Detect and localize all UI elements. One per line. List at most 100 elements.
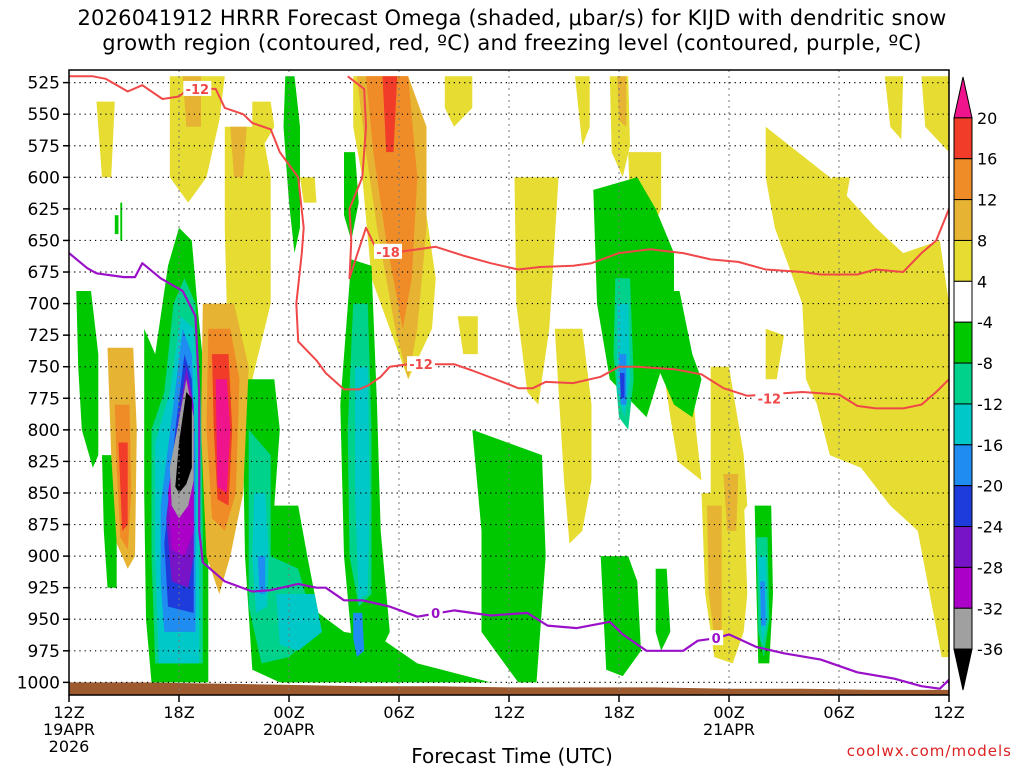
y-tick-label: 900	[28, 547, 60, 567]
y-tick-label: 700	[28, 295, 60, 315]
y-tick-label: 525	[28, 74, 60, 94]
y-tick-label: 825	[28, 452, 60, 472]
y-tick-label: 550	[28, 105, 60, 125]
omega-region-m16	[353, 612, 365, 658]
freezing-level-label: 0	[712, 632, 721, 647]
omega-region-m4	[344, 152, 359, 241]
omega-region-p4	[300, 177, 317, 203]
omega-region-p16	[118, 442, 128, 531]
omega-region-m4	[283, 76, 300, 254]
omega-region-m4	[600, 556, 641, 677]
x-tick-label: 18Z	[163, 703, 194, 722]
colorbar-bin	[953, 648, 973, 691]
colorbar-bin	[953, 485, 973, 528]
x-tick-date-label: 19APR	[43, 720, 95, 739]
colorbar-tick-label: -24	[977, 518, 1003, 537]
y-tick-label: 975	[28, 642, 60, 662]
colorbar-tick-label: 20	[977, 109, 997, 128]
omega-region-m20	[619, 373, 625, 399]
omega-region-m16	[257, 556, 266, 594]
colorbar-bin	[953, 158, 973, 201]
omega-region-p4	[444, 76, 473, 127]
omega-region-m4	[646, 291, 702, 418]
colorbar-tick-label: 4	[977, 272, 987, 291]
omega-region-m12	[355, 366, 370, 601]
colorbar-bin	[953, 280, 973, 323]
freezing-level-label-bg	[709, 630, 724, 646]
x-tick-label: 06Z	[823, 703, 854, 722]
source-credit[interactable]: coolwx.com/models	[846, 742, 1012, 760]
colorbar-tick-label: -36	[977, 640, 1003, 659]
freezing-level-line	[69, 252, 949, 690]
omega-region-m4	[76, 291, 99, 468]
y-tick-label: 775	[28, 389, 60, 409]
colorbar-tick-label: -16	[977, 436, 1003, 455]
omega-region-p8	[230, 126, 247, 178]
omega-region-p4	[252, 101, 275, 146]
y-tick-label: 600	[28, 168, 60, 188]
colorbar-bin	[953, 76, 973, 119]
freezing-level-label-bg	[428, 604, 443, 620]
colorbar-tick-label: -4	[977, 313, 993, 332]
x-tick-label: 12Z	[933, 703, 964, 722]
omega-region-p4	[921, 76, 949, 153]
colorbar-bin	[953, 566, 973, 609]
y-tick-label: 650	[28, 231, 60, 251]
dgz-contour-line	[347, 75, 949, 280]
omega-region-p8	[723, 474, 739, 531]
y-tick-label: 675	[28, 263, 60, 283]
y-tick-label: 750	[28, 358, 60, 378]
dgz-contour-label: -12	[186, 83, 210, 98]
x-axis-title: Forecast Time (UTC)	[411, 744, 613, 768]
x-tick-label: 06Z	[383, 703, 414, 722]
dgz-contour-label-bg	[183, 80, 212, 96]
chart-title: 2026041912 HRRR Forecast Omega (shaded, …	[77, 6, 947, 55]
omega-region-p4	[831, 177, 850, 209]
x-tick-label: 00Z	[273, 703, 304, 722]
freezing-level-label: 0	[431, 607, 440, 622]
x-tick-label: 12Z	[53, 703, 84, 722]
dgz-contour-label: -12	[409, 358, 433, 373]
omega-region-p4	[765, 328, 784, 380]
y-tick-label: 625	[28, 200, 60, 220]
x-tick-date-label: 21APR	[703, 720, 755, 739]
colorbar-tick-label: 12	[977, 191, 997, 210]
omega-region-p4	[514, 177, 559, 405]
colorbar-tick-label: -28	[977, 558, 1003, 577]
y-tick-label: 1000	[17, 673, 60, 693]
y-tick-label: 800	[28, 421, 60, 441]
colorbar-bin	[953, 607, 973, 650]
omega-region-m4	[114, 215, 119, 235]
omega-region-p4	[765, 126, 949, 658]
omega-region-m12	[276, 594, 322, 651]
y-tick-label: 850	[28, 484, 60, 504]
y-tick-label: 950	[28, 610, 60, 630]
omega-region-p8	[707, 505, 722, 639]
colorbar-bin	[953, 239, 973, 282]
colorbar-tick-label: -32	[977, 599, 1003, 618]
omega-region-m4	[120, 202, 123, 241]
colorbar-bin	[953, 526, 973, 568]
colorbar-bin	[953, 444, 973, 487]
colorbar-tick-label: 16	[977, 150, 997, 169]
colorbar-bin	[953, 321, 973, 364]
omega-region-m4	[102, 455, 117, 588]
y-tick-label: 725	[28, 326, 60, 346]
x-tick-year-label: 2026	[49, 737, 90, 756]
omega-region-p4	[457, 316, 478, 355]
colorbar-bin	[953, 117, 973, 160]
omega-region-p4	[575, 76, 590, 146]
dgz-contour-label-bg	[374, 243, 402, 259]
y-tick-label: 925	[28, 579, 60, 599]
omega-region-m16	[760, 581, 766, 626]
x-tick-label: 12Z	[493, 703, 524, 722]
omega-region-p12	[366, 76, 418, 329]
dgz-contour-label: -18	[376, 246, 400, 261]
omega-region-p4	[169, 76, 225, 203]
colorbar-tick-label: -8	[977, 354, 993, 373]
y-tick-label: 575	[28, 137, 60, 157]
dgz-contour-label-bg	[407, 356, 435, 372]
omega-region-p20	[215, 379, 231, 493]
colorbar-bin	[953, 199, 973, 241]
